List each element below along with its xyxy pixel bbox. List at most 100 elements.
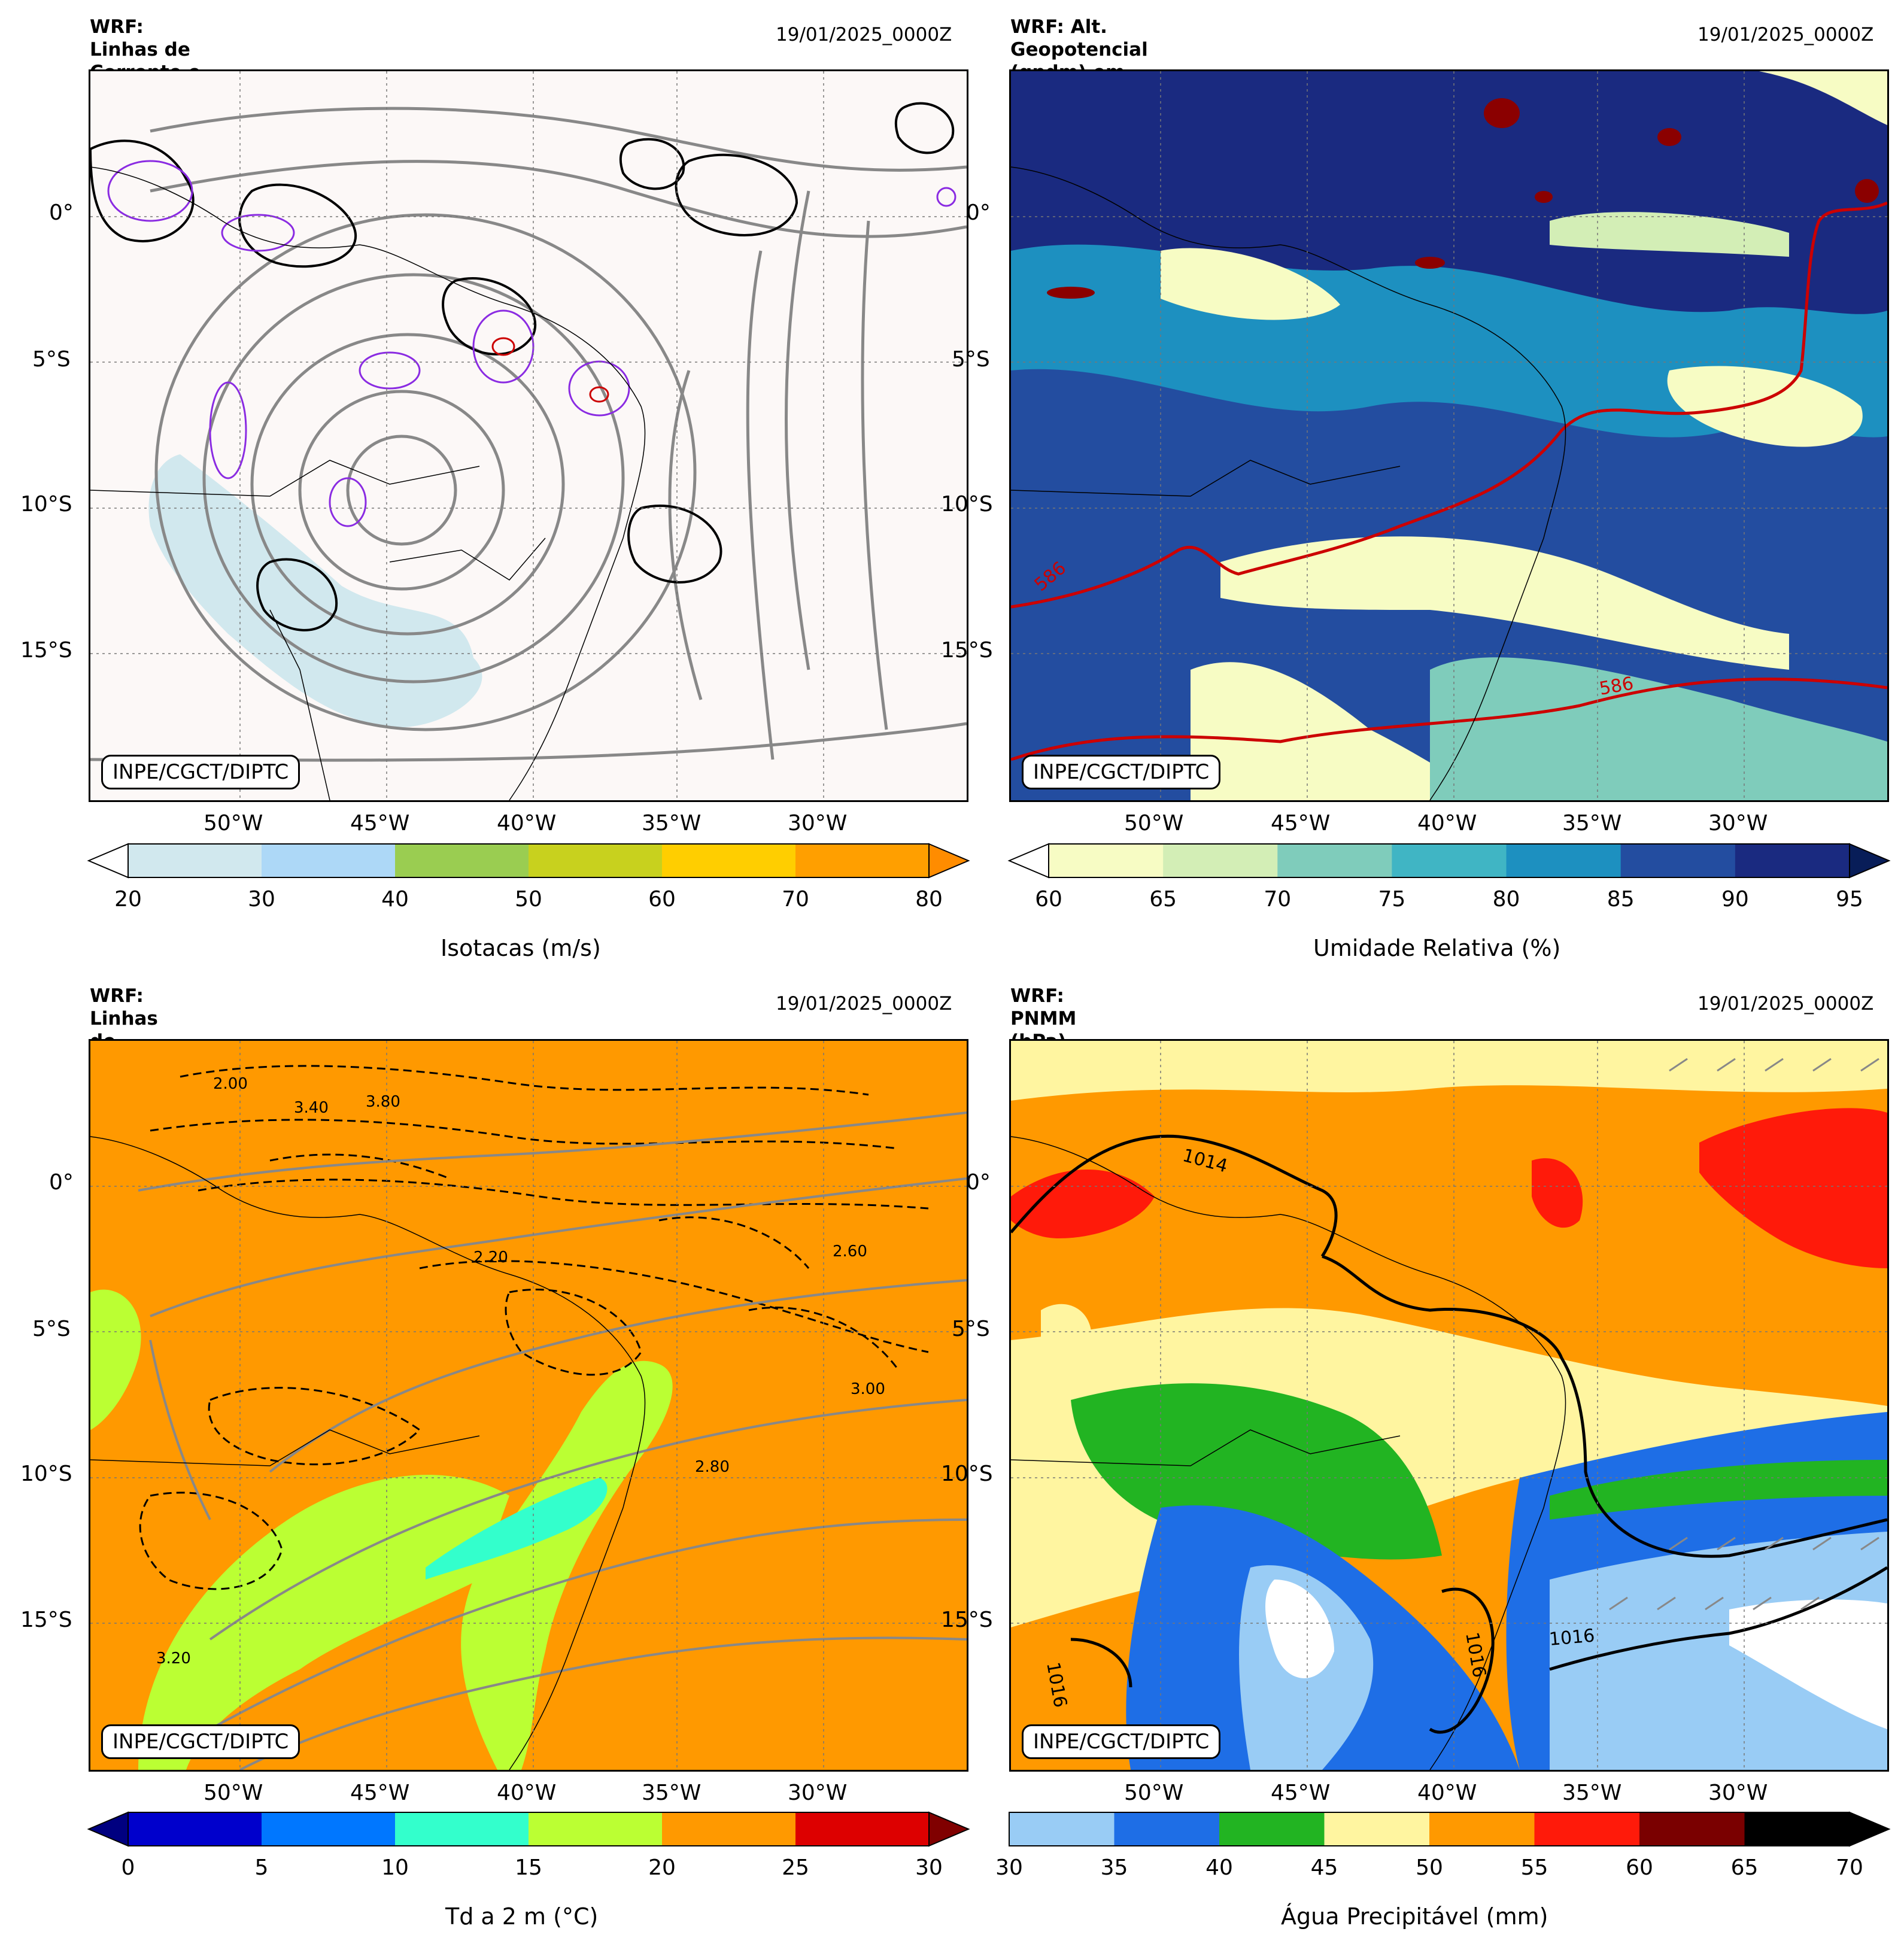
colorbar-label: Umidade Relativa (%) bbox=[1313, 935, 1561, 961]
colorbar-swatch bbox=[529, 1812, 663, 1846]
lat-label: 15°S bbox=[20, 638, 72, 663]
lat-label: 10°S bbox=[20, 492, 72, 517]
contour-label: 3.40 bbox=[294, 1099, 329, 1117]
convergence-contours bbox=[107, 160, 956, 527]
colorbar-swatch bbox=[1009, 1812, 1115, 1846]
lon-label: 50°W bbox=[204, 811, 263, 836]
divergence-contours bbox=[90, 102, 955, 631]
geopotential-586-contours bbox=[1011, 201, 1887, 761]
lon-label: 35°W bbox=[642, 811, 702, 836]
lon-label: 30°W bbox=[1708, 1781, 1768, 1805]
colorbar-tick-label: 50 bbox=[1416, 1855, 1443, 1880]
coastline-borders bbox=[90, 1136, 646, 1770]
colorbar-swatch bbox=[128, 1812, 262, 1846]
colorbar-tick-label: 80 bbox=[915, 887, 943, 912]
coastline-borders bbox=[90, 166, 646, 800]
lat-label: 0° bbox=[966, 1170, 991, 1195]
graticule bbox=[90, 1041, 967, 1770]
colorbar-tick-label: 75 bbox=[1378, 887, 1406, 912]
colorbar-tick-label: 65 bbox=[1149, 887, 1177, 912]
colorbar-swatch bbox=[1744, 1812, 1850, 1846]
colorbar-swatch bbox=[529, 844, 663, 877]
colorbar-tick-label: 5 bbox=[254, 1855, 269, 1880]
map-area: 586 586 INPE/CGCT/DIPTC bbox=[1009, 69, 1889, 802]
colorbar-swatch bbox=[1429, 1812, 1535, 1846]
coastline-borders bbox=[1011, 166, 1566, 800]
colorbar-swatch bbox=[1277, 844, 1392, 877]
colorbar-tick-label: 55 bbox=[1520, 1855, 1548, 1880]
colorbar-swatch bbox=[1639, 1812, 1745, 1846]
colorbar-tick-label: 60 bbox=[648, 887, 676, 912]
colorbar-under-extension bbox=[87, 1811, 129, 1847]
map-canvas bbox=[90, 71, 967, 800]
lon-label: 35°W bbox=[642, 1781, 702, 1805]
contour-label: 2.80 bbox=[695, 1458, 730, 1476]
colorbar-swatch bbox=[1506, 844, 1621, 877]
colorbar-over-extension bbox=[1849, 1811, 1891, 1847]
contour-label: 3.20 bbox=[156, 1650, 191, 1668]
colorbar-frame bbox=[1048, 843, 1850, 878]
contour-label: 2.00 bbox=[213, 1075, 248, 1093]
colorbar-swatch bbox=[1392, 844, 1507, 877]
lon-label: 45°W bbox=[1271, 1781, 1331, 1805]
colorbar-tick-label: 30 bbox=[248, 887, 275, 912]
colorbar-label: Isotacas (m/s) bbox=[441, 935, 601, 961]
credit-label: INPE/CGCT/DIPTC bbox=[1022, 755, 1221, 789]
colorbar-precipitable-water: 30 35 40 45 50 55 60 65 70 bbox=[995, 1811, 1891, 1880]
colorbar-over-extension bbox=[1849, 843, 1891, 879]
lat-label: 5°S bbox=[32, 1317, 71, 1341]
coastline-borders bbox=[1011, 1136, 1566, 1770]
colorbar-tick-label: 85 bbox=[1607, 887, 1635, 912]
colorbar-swatch bbox=[128, 844, 262, 877]
contour-label: 2.60 bbox=[833, 1243, 867, 1261]
lat-label: 15°S bbox=[941, 638, 993, 663]
colorbar-tick-label: 80 bbox=[1492, 887, 1520, 912]
lon-label: 30°W bbox=[1708, 811, 1768, 836]
isotach-20-shading bbox=[148, 454, 482, 728]
map-area: 2.00 3.40 3.80 2.60 2.80 3.00 2.20 3.20 … bbox=[89, 1039, 968, 1772]
colorbar-tick-label: 10 bbox=[381, 1855, 409, 1880]
colorbar-tick-label: 60 bbox=[1035, 887, 1062, 912]
panel-date: 19/01/2025_0000Z bbox=[1697, 24, 1874, 45]
colorbar-swatch bbox=[395, 844, 529, 877]
lon-label: 45°W bbox=[350, 811, 410, 836]
map-area: 1014 1016 1016 1016 INPE/CGCT/DIPTC bbox=[1009, 1039, 1889, 1772]
lon-label: 40°W bbox=[497, 811, 557, 836]
colorbar-swatch bbox=[795, 1812, 930, 1846]
credit-label: INPE/CGCT/DIPTC bbox=[101, 1724, 300, 1759]
contour-label: 3.00 bbox=[851, 1380, 885, 1398]
colorbar-swatch bbox=[262, 1812, 396, 1846]
colorbar-over-extension bbox=[928, 1811, 970, 1847]
graticule bbox=[1011, 1041, 1887, 1770]
colorbar-swatch bbox=[1324, 1812, 1430, 1846]
colorbar-dewpoint: 0 5 10 15 20 25 30 bbox=[87, 1811, 970, 1880]
colorbar-swatch bbox=[1163, 844, 1278, 877]
colorbar-tick-label: 60 bbox=[1626, 1855, 1653, 1880]
panel-date: 19/01/2025_0000Z bbox=[776, 993, 952, 1015]
mslp-isobars bbox=[1011, 1134, 1887, 1734]
colorbar-under-extension bbox=[1007, 843, 1049, 879]
lon-label: 40°W bbox=[497, 1781, 557, 1805]
contour-label: 1016 bbox=[1548, 1625, 1596, 1650]
colorbar-tick-label: 50 bbox=[515, 887, 542, 912]
lon-label: 50°W bbox=[204, 1781, 263, 1805]
lon-label: 40°W bbox=[1417, 1781, 1477, 1805]
wind-barbs bbox=[1609, 1058, 1879, 1611]
panel-date: 19/01/2025_0000Z bbox=[1697, 993, 1874, 1015]
panel-date: 19/01/2025_0000Z bbox=[776, 24, 952, 45]
colorbar-tick-label: 30 bbox=[995, 1855, 1023, 1880]
colorbar-graphic bbox=[87, 1811, 970, 1847]
lat-label: 5°S bbox=[952, 347, 990, 372]
colorbar-swatch bbox=[1620, 844, 1736, 877]
colorbar-swatch bbox=[662, 844, 796, 877]
colorbar-relative-humidity: 60 65 70 75 80 85 90 95 bbox=[1007, 843, 1891, 912]
colorbar-swatch bbox=[662, 1812, 796, 1846]
strong-convergence bbox=[491, 337, 609, 403]
colorbar-swatch bbox=[262, 844, 396, 877]
lon-label: 30°W bbox=[788, 811, 848, 836]
lat-label: 10°S bbox=[20, 1462, 72, 1486]
credit-label: INPE/CGCT/DIPTC bbox=[1022, 1724, 1221, 1759]
map-area: INPE/CGCT/DIPTC bbox=[89, 69, 968, 802]
colorbar-over-extension bbox=[928, 843, 970, 879]
colorbar-tick-label: 0 bbox=[121, 1855, 135, 1880]
